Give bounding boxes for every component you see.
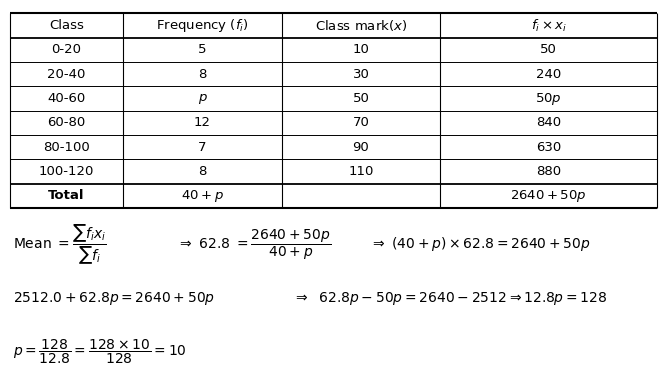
Text: $\Rightarrow$ $(40+p) \times 62.8 = 2640 + 50p$: $\Rightarrow$ $(40+p) \times 62.8 = 2640…: [370, 236, 591, 253]
Text: $2512.0 + 62.8p = 2640 + 50p$: $2512.0 + 62.8p = 2640 + 50p$: [13, 290, 215, 307]
Text: 50: 50: [353, 92, 370, 105]
Text: 630: 630: [536, 141, 561, 154]
Text: 50: 50: [540, 44, 557, 57]
Text: 40-60: 40-60: [47, 92, 86, 105]
Text: 12: 12: [194, 116, 211, 129]
Text: $2640 + 50p$: $2640 + 50p$: [510, 188, 587, 204]
Text: 840: 840: [536, 116, 561, 129]
Text: 90: 90: [353, 141, 370, 154]
Text: 240: 240: [536, 68, 561, 81]
Text: 20-40: 20-40: [47, 68, 86, 81]
Text: 8: 8: [198, 165, 207, 178]
Text: Class mark($x$): Class mark($x$): [315, 18, 407, 33]
Text: Frequency ($f_i$): Frequency ($f_i$): [156, 17, 249, 34]
Text: $p$: $p$: [197, 92, 207, 105]
Text: 100-120: 100-120: [39, 165, 94, 178]
Text: $40 + p$: $40 + p$: [181, 188, 224, 204]
Text: 10: 10: [353, 44, 370, 57]
Text: $\Rightarrow$ 62.8 $= \dfrac{2640+50p}{40+p}$: $\Rightarrow$ 62.8 $= \dfrac{2640+50p}{4…: [177, 227, 331, 262]
Text: Class: Class: [49, 19, 84, 32]
Text: 8: 8: [198, 68, 207, 81]
Text: 110: 110: [348, 165, 374, 178]
Text: 7: 7: [198, 141, 207, 154]
Text: 880: 880: [536, 165, 561, 178]
Text: Mean $= \dfrac{\sum f_i x_i}{\sum f_i}$: Mean $= \dfrac{\sum f_i x_i}{\sum f_i}$: [13, 223, 107, 266]
Text: $f_i \times x_i$: $f_i \times x_i$: [530, 18, 567, 33]
Text: 30: 30: [353, 68, 370, 81]
Text: 80-100: 80-100: [43, 141, 90, 154]
Text: 0-20: 0-20: [51, 44, 81, 57]
Text: 5: 5: [198, 44, 207, 57]
Text: 70: 70: [353, 116, 370, 129]
Text: $p = \dfrac{128}{12.8} = \dfrac{128\times10}{128} = 10$: $p = \dfrac{128}{12.8} = \dfrac{128\time…: [13, 338, 187, 367]
Text: Total: Total: [49, 189, 85, 202]
Text: $50p$: $50p$: [536, 90, 562, 107]
Text: $\Rightarrow$  $62.8p - 50p = 2640 - 2512 \Rightarrow 12.8p = 128$: $\Rightarrow$ $62.8p - 50p = 2640 - 2512…: [293, 290, 608, 307]
Text: 60-80: 60-80: [47, 116, 86, 129]
